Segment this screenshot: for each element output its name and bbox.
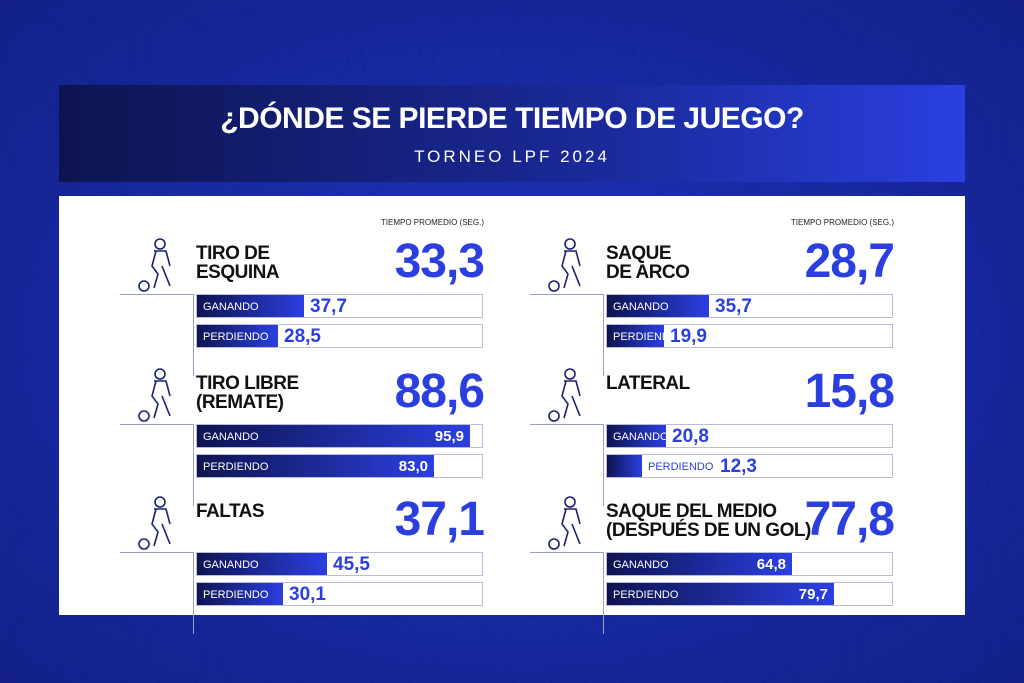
unit-label: TIEMPO PROMEDIO (SEG.)	[380, 218, 484, 227]
unit-label: TIEMPO PROMEDIO (SEG.)	[790, 218, 894, 227]
bar-value: 19,9	[670, 326, 707, 347]
throw-in-icon	[534, 366, 598, 424]
average-value: 28,7	[804, 235, 895, 288]
divider	[530, 552, 604, 634]
foul-icon	[124, 494, 188, 552]
bar-row-ganando: GANANDO 35,7	[606, 294, 893, 318]
divider	[120, 552, 194, 634]
series-label: GANANDO	[203, 301, 259, 313]
bar-value: 79,7	[798, 586, 828, 603]
series-label: PERDIENDO	[648, 461, 714, 473]
series-label: GANANDO	[613, 431, 669, 443]
divider	[120, 424, 194, 506]
bar-value: 64,8	[756, 556, 786, 573]
chart-card: TIEMPO PROMEDIO (SEG.) TIRO DE ESQUINA 33,3…	[59, 196, 965, 634]
series-label: PERDIENDO	[613, 331, 679, 343]
bar-row-ganando: GANANDO 95,9	[196, 424, 483, 448]
bar-perdiendo	[197, 583, 283, 605]
average-value: 77,8	[804, 493, 895, 546]
bar-row-perdiendo: PERDIENDO 30,1	[196, 582, 483, 606]
category-name: TIRO LIBRE (REMATE)	[196, 373, 299, 413]
bar-perdiendo	[607, 583, 834, 605]
panel-faltas: FALTAS 37,1 GANANDO 45,5 PERDIENDO 30,1	[120, 493, 490, 634]
panel-tiro-libre-remate-: TIRO LIBRE (REMATE) 88,6 GANANDO 95,9 PERDIEN…	[120, 365, 490, 506]
bar-value: 37,7	[310, 296, 347, 317]
kickoff-icon	[534, 494, 598, 552]
category-name: SAQUE DEL MEDIO (DESPUÉS DE UN GOL)	[606, 501, 811, 541]
bar-row-ganando: GANANDO 64,8	[606, 552, 893, 576]
bar-row-perdiendo: PERDIENDO 19,9	[606, 324, 893, 348]
divider	[530, 424, 604, 506]
average-value: 15,8	[804, 365, 895, 418]
series-label: PERDIENDO	[203, 331, 269, 343]
panel-tiro-de-esquina: TIEMPO PROMEDIO (SEG.) TIRO DE ESQUINA 33,3…	[120, 218, 490, 376]
bar-perdiendo	[607, 325, 664, 347]
bar-ganando	[607, 425, 666, 447]
bar-perdiendo	[607, 455, 642, 477]
bar-value: 12,3	[720, 456, 757, 477]
bar-ganando	[607, 295, 709, 317]
series-label: GANANDO	[613, 301, 669, 313]
bar-value: 28,5	[284, 326, 321, 347]
average-value: 33,3	[394, 235, 485, 288]
bar-value: 83,0	[398, 458, 428, 475]
bar-value: 20,8	[672, 426, 709, 447]
category-name: FALTAS	[196, 501, 265, 522]
bar-row-ganando: GANANDO 20,8	[606, 424, 893, 448]
bar-value: 30,1	[289, 584, 326, 605]
divider	[120, 294, 194, 376]
page-title: ¿DÓNDE SE PIERDE TIEMPO DE JUEGO?	[220, 102, 804, 135]
bar-perdiendo	[197, 325, 278, 347]
header-banner: ¿DÓNDE SE PIERDE TIEMPO DE JUEGO? TORNEO…	[59, 85, 965, 182]
series-label: GANANDO	[613, 559, 669, 571]
bar-row-perdiendo: PERDIENDO 28,5	[196, 324, 483, 348]
bar-row-perdiendo: PERDIENDO 12,3	[606, 454, 893, 478]
average-value: 88,6	[394, 365, 485, 418]
panel-saque-del-medio-despu-s-de-un-gol-: SAQUE DEL MEDIO (DESPUÉS DE UN GOL) 77,8 GA…	[530, 493, 900, 634]
series-label: PERDIENDO	[613, 589, 679, 601]
series-label: GANANDO	[203, 559, 259, 571]
bar-ganando	[197, 295, 304, 317]
bar-value: 45,5	[333, 554, 370, 575]
goal-kick-icon	[534, 236, 598, 294]
bar-value: 95,9	[434, 428, 464, 445]
panel-saque-de-arco: TIEMPO PROMEDIO (SEG.) SAQUE DE ARCO 28,7 GA…	[530, 218, 900, 376]
category-name: LATERAL	[606, 373, 690, 394]
bar-row-perdiendo: PERDIENDO 79,7	[606, 582, 893, 606]
series-label: PERDIENDO	[203, 589, 269, 601]
average-value: 37,1	[394, 493, 485, 546]
corner-kick-icon	[124, 236, 188, 294]
divider	[530, 294, 604, 376]
bar-ganando	[197, 553, 327, 575]
series-label: PERDIENDO	[203, 461, 269, 473]
bar-ganando	[197, 425, 470, 447]
bar-value: 35,7	[715, 296, 752, 317]
category-name: TIRO DE ESQUINA	[196, 243, 280, 283]
bar-perdiendo	[197, 455, 434, 477]
series-label: GANANDO	[203, 431, 259, 443]
bar-ganando	[607, 553, 792, 575]
bar-row-ganando: GANANDO 45,5	[196, 552, 483, 576]
page-subtitle: TORNEO LPF 2024	[414, 147, 610, 166]
bar-row-ganando: GANANDO 37,7	[196, 294, 483, 318]
free-kick-icon	[124, 366, 188, 424]
panel-lateral: LATERAL 15,8 GANANDO 20,8 PERDIENDO 12,3	[530, 365, 900, 506]
category-name: SAQUE DE ARCO	[606, 243, 690, 283]
bar-row-perdiendo: PERDIENDO 83,0	[196, 454, 483, 478]
